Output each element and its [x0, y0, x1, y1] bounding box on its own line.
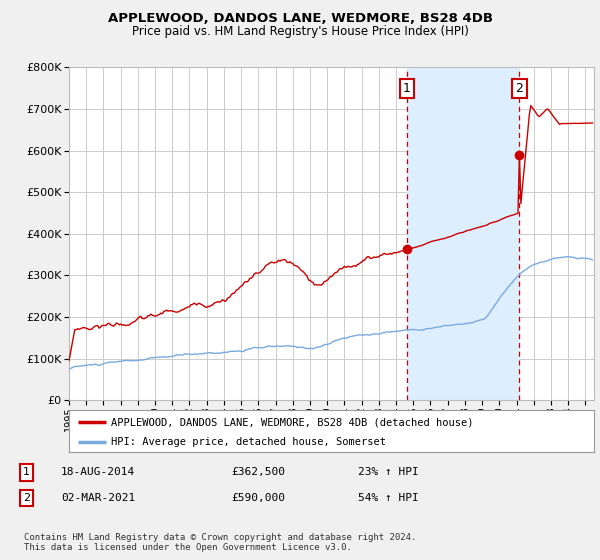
Text: 2: 2: [23, 493, 30, 503]
Text: 23% ↑ HPI: 23% ↑ HPI: [358, 468, 418, 478]
Text: £362,500: £362,500: [231, 468, 285, 478]
Text: 1: 1: [23, 468, 30, 478]
Text: £590,000: £590,000: [231, 493, 285, 503]
Text: APPLEWOOD, DANDOS LANE, WEDMORE, BS28 4DB: APPLEWOOD, DANDOS LANE, WEDMORE, BS28 4D…: [107, 12, 493, 25]
Text: APPLEWOOD, DANDOS LANE, WEDMORE, BS28 4DB (detached house): APPLEWOOD, DANDOS LANE, WEDMORE, BS28 4D…: [111, 417, 473, 427]
Text: 54% ↑ HPI: 54% ↑ HPI: [358, 493, 418, 503]
Text: Contains HM Land Registry data © Crown copyright and database right 2024.
This d: Contains HM Land Registry data © Crown c…: [23, 533, 416, 552]
Bar: [407, 67, 520, 400]
Text: 1: 1: [403, 82, 411, 95]
Text: Price paid vs. HM Land Registry's House Price Index (HPI): Price paid vs. HM Land Registry's House …: [131, 25, 469, 38]
Text: 18-AUG-2014: 18-AUG-2014: [61, 468, 135, 478]
Text: 02-MAR-2021: 02-MAR-2021: [61, 493, 135, 503]
Text: HPI: Average price, detached house, Somerset: HPI: Average price, detached house, Some…: [111, 437, 386, 447]
Text: 2: 2: [515, 82, 523, 95]
